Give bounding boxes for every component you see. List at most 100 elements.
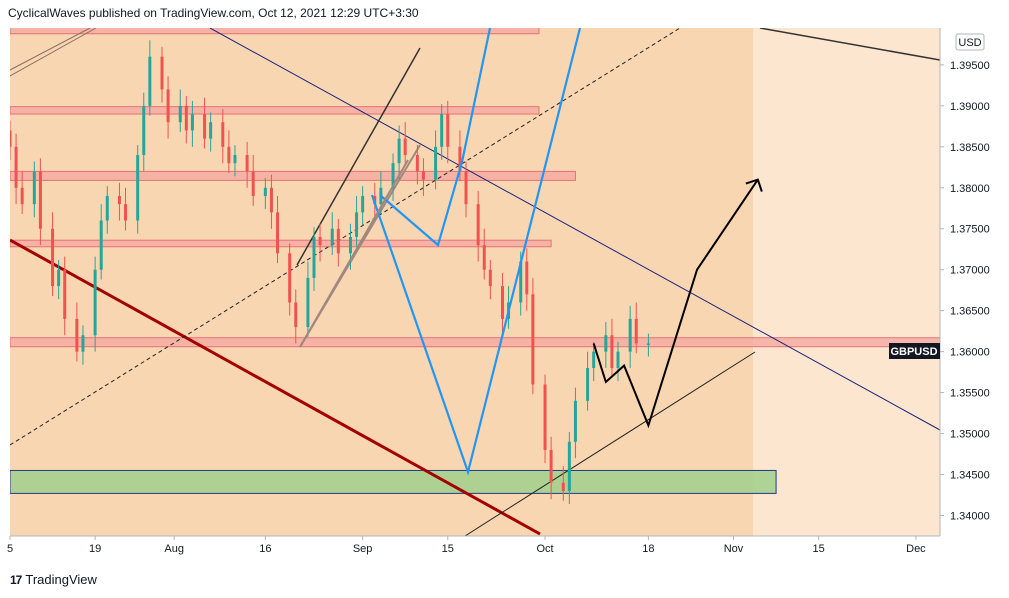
brand-name: TradingView [25, 572, 97, 587]
price-axis-ticks: 1.39500 1.39000 1.38500 1.38000 1.37500 1.370… [940, 60, 990, 523]
candle-body [75, 318, 79, 352]
resistance-zone [10, 28, 540, 35]
candle-body [166, 89, 170, 123]
shaded-region [10, 28, 753, 536]
candle-body [184, 105, 188, 131]
candle-body [32, 171, 36, 205]
price-tick-label: 1.38000 [950, 183, 990, 195]
candle-body [160, 56, 164, 90]
price-tick-label: 1.34000 [950, 511, 990, 523]
candle-body [251, 171, 255, 196]
rising-support-line [464, 351, 756, 536]
candle-body [476, 204, 480, 246]
candle-body [190, 114, 194, 131]
pattern-overlay [299, 28, 763, 476]
trend-lines [10, 28, 940, 536]
candle-body [306, 277, 310, 328]
resistance-zone [10, 337, 940, 348]
price-tick-label: 1.35000 [950, 429, 990, 441]
time-tick-label: 16 [259, 543, 271, 555]
candle-body [567, 441, 571, 491]
candle-body [421, 171, 425, 180]
time-tick-label: Aug [164, 543, 184, 555]
brand-footer[interactable]: 17 TradingView [10, 572, 97, 587]
price-tick-label: 1.36500 [950, 306, 990, 318]
candle-body [117, 195, 121, 205]
resistance-zone [10, 106, 540, 115]
candle-body [561, 482, 565, 491]
price-tick-label: 1.38500 [950, 142, 990, 154]
blue-w-pattern-upper [379, 28, 492, 247]
price-tick-label: 1.39500 [950, 60, 990, 72]
time-tick-label: Nov [724, 543, 744, 555]
candle-body [148, 56, 152, 106]
horizontal-zones [10, 28, 940, 494]
currency-text: USD [958, 37, 981, 49]
candle-body [227, 146, 231, 164]
candle-body [434, 146, 438, 180]
time-tick-label: Oct [536, 543, 553, 555]
candle-body [93, 269, 97, 336]
candle-body [543, 384, 547, 450]
time-tick-label: 5 [7, 543, 13, 555]
candle-body [403, 138, 407, 155]
candle-body [57, 269, 61, 287]
candle-body [124, 204, 128, 221]
candle-body [318, 236, 322, 246]
candle-body [221, 122, 225, 147]
time-tick-label: 19 [89, 543, 101, 555]
candle-body [330, 228, 334, 246]
candle-body [592, 351, 596, 369]
candle-body [136, 155, 140, 221]
candle-body [312, 236, 316, 278]
projection-arrowhead [745, 178, 763, 192]
upper-left-channel-b [10, 28, 97, 77]
time-tick-label: 15 [442, 543, 454, 555]
tradingview-logo-icon: 17 [10, 572, 22, 587]
candle-body [245, 155, 249, 172]
projection-path [592, 179, 759, 429]
candle-body [348, 236, 352, 254]
price-tick-label: 1.36000 [950, 347, 990, 359]
candle-body [276, 212, 280, 254]
time-tick-label: Sep [353, 543, 373, 555]
candle-body [294, 302, 298, 328]
candle-body [464, 171, 468, 205]
candle-body [81, 335, 85, 352]
candle-body [361, 195, 365, 213]
candle-body [586, 368, 590, 401]
candle-body [634, 318, 638, 344]
candles [10, 40, 650, 505]
candle-body [178, 105, 182, 123]
candle-body [263, 187, 267, 196]
candle-body [500, 286, 504, 319]
descending-blue-trendline [209, 28, 940, 431]
candle-body [519, 261, 523, 303]
candle-body [233, 155, 237, 164]
demand-zone [10, 469, 777, 494]
dashed-channel-line [10, 28, 681, 446]
upper-right-trendline [759, 28, 940, 61]
candle-body [269, 187, 273, 213]
resistance-zone [10, 239, 552, 248]
price-tick-label: 1.35500 [950, 388, 990, 400]
candle-body [415, 155, 419, 172]
currency-label: USD [955, 33, 985, 51]
time-tick-label: Dec [906, 543, 926, 555]
symbol-text: GBPUSD [890, 346, 937, 358]
time-tick-label: 15 [813, 543, 825, 555]
candle-body [616, 351, 620, 369]
upper-left-channel-a [10, 28, 91, 71]
candle-body [397, 138, 401, 164]
price-tick-label: 1.37500 [950, 224, 990, 236]
candle-body [488, 269, 492, 287]
candle-body [628, 318, 632, 352]
candle-body [446, 114, 450, 147]
descending-red-trendline [10, 238, 541, 536]
candle-body [391, 163, 395, 188]
channel-connector [299, 159, 409, 348]
candle-body [646, 343, 650, 345]
candle-body [355, 212, 359, 237]
time-axis-ticks: 5 19 Aug 16 Sep 15 Oct 18 Nov 15 Dec [7, 536, 926, 555]
